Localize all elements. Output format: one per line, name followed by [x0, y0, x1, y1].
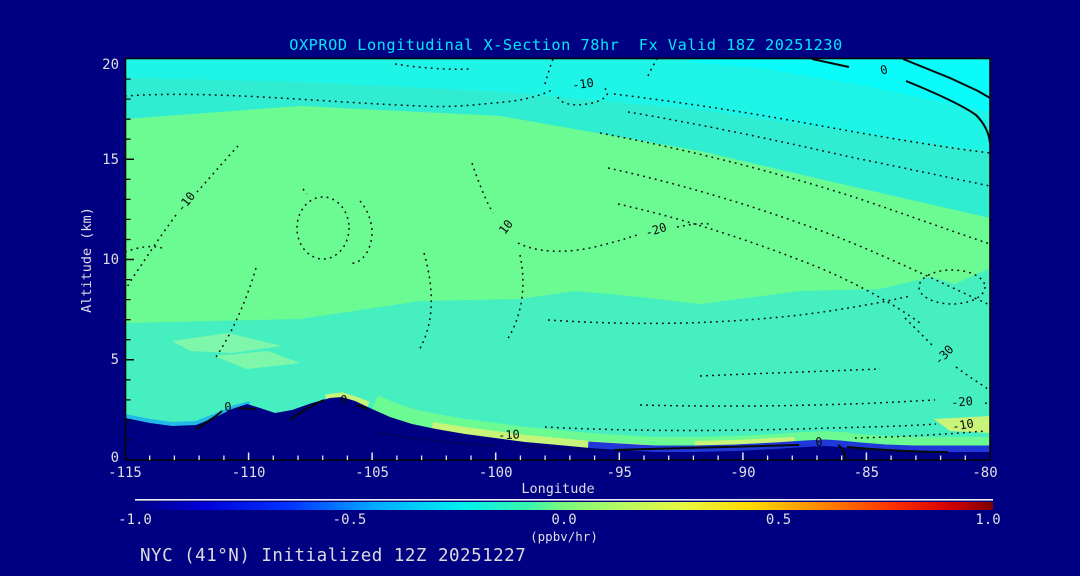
- y-axis-major-ticks: [126, 158, 134, 361]
- contour-label: 0: [340, 393, 348, 408]
- contour-label: 0: [879, 62, 890, 77]
- fill-cyan-upper: [125, 59, 990, 152]
- colorbar-topline: [135, 499, 993, 501]
- colorbar-tick-label: 1.0: [975, 512, 1000, 528]
- x-axis-title: Longitude: [521, 481, 594, 497]
- filled-contour-field: [125, 59, 990, 460]
- contour-lines-solid: [195, 59, 990, 460]
- contour-label: -20: [951, 394, 974, 410]
- x-tick-label: -85: [854, 465, 879, 481]
- x-tick-label: -110: [232, 465, 266, 481]
- contour-label: -10: [571, 76, 594, 93]
- y-tick-label: 5: [111, 352, 119, 368]
- fill-cyan-bright: [690, 59, 990, 112]
- x-axis-tick-labels: -115 -110 -105 -100 -95 -90 -85 -80: [108, 465, 998, 481]
- x-tick-label: -105: [355, 465, 389, 481]
- colorbar: -1.0 -0.5 0.0 0.5 1.0 (ppbv/hr): [118, 499, 1001, 544]
- contour-label: -20: [644, 220, 669, 240]
- x-tick-label: -90: [730, 465, 755, 481]
- fill-lightgreen-patch: [214, 351, 300, 369]
- y-axis-tick-labels: 0 5 10 15 20: [102, 57, 119, 466]
- figure-title: OXPROD Longitudinal X-Section 78hr Fx Va…: [289, 36, 842, 54]
- y-axis-title: Altitude (km): [79, 207, 95, 313]
- x-axis-minor-ticks: [149, 455, 966, 460]
- colorbar-tick-label: 0.0: [551, 512, 576, 528]
- y-tick-label: 20: [102, 57, 119, 73]
- y-tick-label: 10: [102, 252, 119, 268]
- y-tick-label: 0: [111, 450, 119, 466]
- fill-teal-band: [125, 78, 990, 218]
- contour-label: 0: [224, 400, 232, 415]
- colorbar-units-label: (ppbv/hr): [530, 529, 598, 544]
- fill-green-region: [125, 106, 990, 323]
- contour-lines-dotted: [125, 59, 990, 451]
- plot-frame: [124, 57, 991, 461]
- colorbar-tick-label: 0.5: [766, 512, 791, 528]
- initialization-label: NYC (41°N) Initialized 12Z 20251227: [140, 546, 526, 566]
- colorbar-tick-label: -1.0: [118, 512, 152, 528]
- fill-lightgreen-patch: [172, 333, 282, 353]
- terrain-silhouette: [125, 397, 990, 460]
- x-tick-label: -115: [108, 465, 142, 481]
- contour-label: -10: [498, 427, 520, 442]
- contour-label: 0: [814, 435, 823, 450]
- x-axis-major-ticks: [247, 452, 868, 460]
- colorbar-gradient: [135, 502, 993, 510]
- y-tick-label: 15: [102, 152, 119, 168]
- x-tick-label: -100: [479, 465, 513, 481]
- x-tick-label: -80: [972, 465, 997, 481]
- fill-yellowgreen-patch: [934, 416, 990, 433]
- contour-label: -10: [951, 416, 975, 434]
- x-tick-label: -95: [607, 465, 632, 481]
- colorbar-tick-label: -0.5: [333, 512, 367, 528]
- y-axis-minor-ticks: [126, 78, 131, 441]
